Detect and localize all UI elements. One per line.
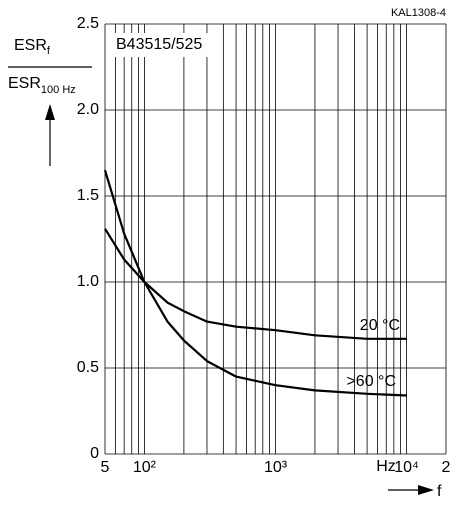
grid — [104, 23, 447, 455]
x-unit: Hz — [376, 458, 396, 475]
y-tick-label: 1.5 — [77, 187, 99, 204]
y-tick-label: 2.5 — [77, 15, 99, 32]
line — [104, 228, 407, 340]
line — [103, 169, 407, 397]
y-tick-label: 2.0 — [77, 101, 99, 118]
x-arrow-head — [418, 485, 434, 495]
y-label-text: ESR — [14, 37, 47, 54]
code: KAL1308-4 — [391, 7, 446, 19]
y-arrow-head — [45, 104, 55, 120]
y-label-sub: 100 Hz — [41, 84, 76, 96]
y-label-numerator: ESRf — [14, 37, 51, 57]
series-label: >60 °C — [346, 373, 396, 390]
annotation-bg — [110, 33, 213, 57]
y-tick-label: 1.0 — [77, 273, 99, 290]
y-label-text: ESR — [8, 75, 41, 92]
y-label-sub: f — [47, 45, 51, 57]
x-tick-label: 10⁴ — [394, 459, 419, 476]
x-tick-label: 10³ — [264, 459, 288, 476]
series-label: 20 °C — [360, 317, 400, 334]
y-tick-label: 0 — [90, 445, 99, 462]
x-tick-label: 5 — [101, 459, 110, 476]
x-tick-label: 2 — [442, 459, 451, 476]
annotation: B43515/525 — [116, 36, 202, 53]
y-tick-label: 0.5 — [77, 359, 99, 376]
x-label: f — [437, 483, 442, 500]
x-tick-label: 10² — [133, 459, 157, 476]
y-label-denominator: ESR100 Hz — [8, 75, 76, 96]
